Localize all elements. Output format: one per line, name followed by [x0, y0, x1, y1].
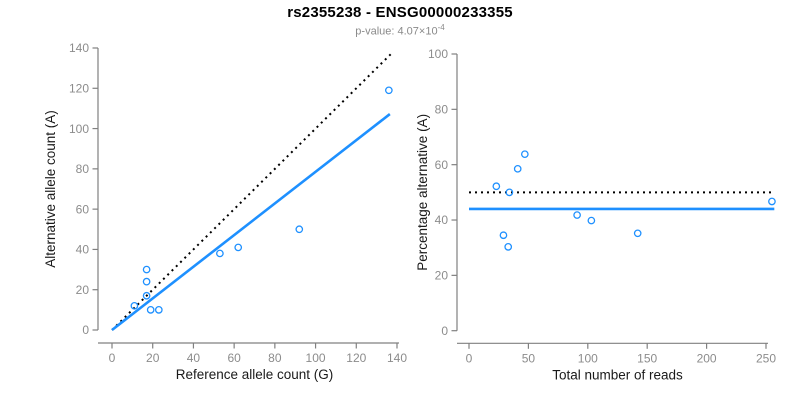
- identity-line: [111, 53, 392, 331]
- x-tick-label: 100: [306, 351, 326, 365]
- data-point: [146, 306, 155, 314]
- y-tick-label: 140: [69, 41, 89, 55]
- x-tick-label: 0: [466, 351, 473, 365]
- x-tick-label: 80: [268, 351, 282, 365]
- data-point: [768, 197, 776, 206]
- data-point: [142, 265, 151, 274]
- y-tick-label: 20: [435, 269, 449, 283]
- regression-line: [111, 113, 391, 332]
- x-tick-label: 20: [146, 351, 160, 365]
- x-tick-label: 60: [227, 351, 241, 365]
- x-axis-title: Reference allele count (G): [176, 367, 334, 382]
- p-value-label: p-value: 4.07×10: [355, 25, 438, 38]
- x-tick-label: 140: [387, 351, 407, 365]
- data-point: [513, 164, 522, 173]
- p-value-exponent: -4: [437, 23, 445, 32]
- data-point: [587, 216, 596, 225]
- data-point: [520, 150, 529, 159]
- y-tick-label: 100: [69, 122, 89, 136]
- y-tick-label: 20: [76, 283, 90, 297]
- data-point: [154, 306, 163, 314]
- x-tick-label: 120: [346, 351, 366, 365]
- allele-counts-scatter: 0 20 40 60 80 100 120 140 0 20 40 60 80 100 120 140 Refe…: [43, 41, 407, 382]
- x-tick-label: 50: [522, 351, 536, 365]
- plot-title: rs2355238 - ENSG00000233355: [287, 4, 513, 21]
- data-point: [385, 86, 393, 95]
- y-tick-label: 120: [69, 81, 89, 95]
- x-tick-label: 0: [109, 351, 116, 365]
- x-tick-label: 40: [187, 351, 201, 365]
- percentage-vs-coverage-scatter: 0 50 100 150 200 250 0 20 40 60 80 100 Total number …: [415, 47, 776, 382]
- data-point: [504, 243, 513, 251]
- y-tick-label: 80: [435, 103, 449, 117]
- data-point: [234, 243, 243, 252]
- data-point: [499, 231, 508, 240]
- data-point: [492, 182, 501, 191]
- y-tick-label: 60: [76, 202, 90, 216]
- y-tick-label: 0: [441, 324, 448, 338]
- y-axis-title: Percentage alternative (A): [415, 114, 430, 271]
- data-point: [633, 229, 642, 238]
- y-tick-label: 40: [435, 213, 449, 227]
- y-axis-title: Alternative allele count (A): [43, 110, 58, 268]
- x-tick-label: 200: [697, 351, 717, 365]
- x-tick-label: 100: [578, 351, 598, 365]
- x-tick-label: 250: [756, 351, 776, 365]
- x-tick-label: 150: [637, 351, 657, 365]
- data-point: [142, 277, 151, 286]
- data-point: [216, 249, 224, 258]
- y-tick-label: 80: [76, 162, 90, 176]
- y-tick-label: 40: [76, 243, 90, 257]
- x-axis-title: Total number of reads: [552, 367, 683, 382]
- y-tick-label: 100: [428, 47, 448, 61]
- data-point: [142, 291, 151, 300]
- y-tick-label: 60: [435, 158, 449, 172]
- y-tick-label: 0: [82, 323, 89, 337]
- data-point: [573, 211, 581, 219]
- data-point: [295, 225, 304, 234]
- data-point: [130, 301, 139, 310]
- data-point: [505, 188, 514, 197]
- plot-subtitle: p-value: 4.07×10-4: [0, 23, 800, 38]
